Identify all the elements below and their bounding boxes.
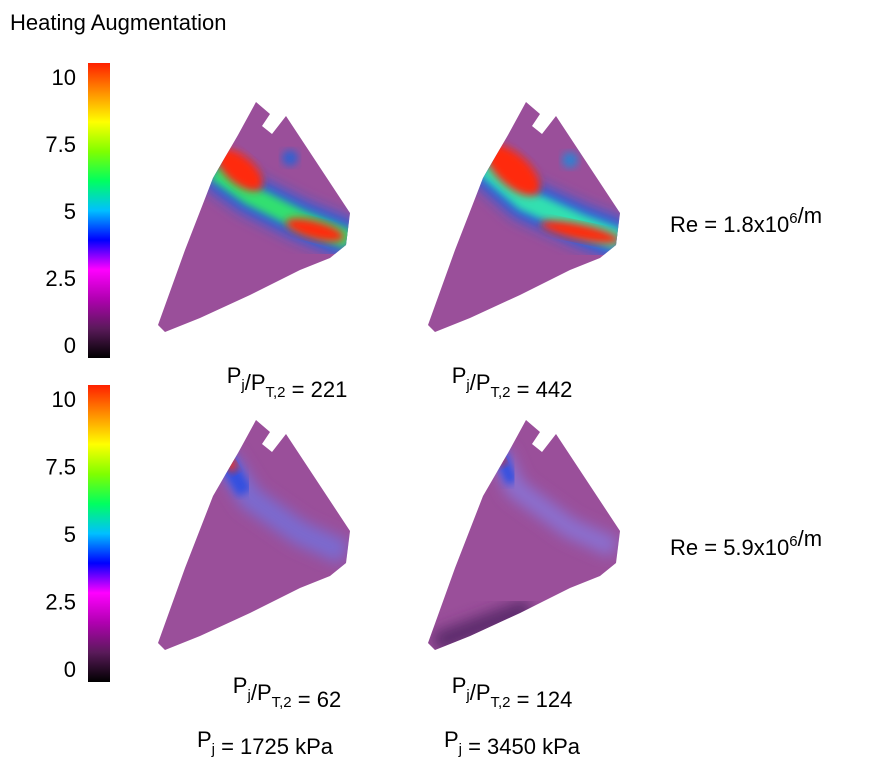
subscript: j	[240, 377, 244, 394]
colorbar	[88, 385, 110, 682]
title: Heating Augmentation	[10, 10, 227, 35]
label-part: = 1725 kPa	[215, 734, 334, 758]
label-part: = 124	[511, 687, 573, 712]
pressure-label: Pj = 1725 kPa	[197, 727, 334, 758]
label-part: P	[233, 673, 248, 698]
subscript: j	[458, 741, 462, 758]
colorbar-tick-label: 2.5	[45, 266, 76, 291]
colorbar-tick-label: 10	[52, 65, 76, 90]
label-part: = 221	[286, 377, 348, 402]
label-part: /m	[798, 526, 822, 551]
heat-map	[158, 102, 350, 332]
label-part: Re = 5.9x10	[670, 535, 789, 560]
label-part: = 62	[292, 687, 342, 712]
superscript: 6	[789, 210, 797, 227]
label-part: P	[452, 673, 467, 698]
heat-map	[428, 420, 620, 650]
superscript: 6	[789, 533, 797, 550]
label-part: P	[227, 363, 242, 388]
heat-map	[428, 102, 620, 332]
panel-label: Pj/PT,2 = 124	[452, 673, 573, 712]
label-part: = 442	[511, 377, 573, 402]
subscript: j	[465, 687, 469, 704]
label-part: = 3450 kPa	[462, 734, 581, 758]
heat-map	[158, 420, 350, 650]
colorbar-tick-label: 7.5	[45, 455, 76, 480]
subscript: T,2	[491, 384, 511, 401]
colorbar	[88, 63, 110, 358]
label-part: /P	[470, 680, 491, 705]
colorbar-tick-label: 5	[64, 199, 76, 224]
colorbar-tick-label: 2.5	[45, 590, 76, 615]
label-part: /P	[245, 370, 266, 395]
subscript: T,2	[266, 384, 286, 401]
re-label: Re = 1.8x106/m	[670, 203, 822, 237]
label-part: /P	[470, 370, 491, 395]
subscript: j	[246, 687, 250, 704]
label-part: P	[197, 727, 212, 752]
subscript: j	[465, 377, 469, 394]
panel-label: Pj/PT,2 = 62	[233, 673, 341, 712]
colorbar-tick-label: 0	[64, 333, 76, 358]
re-label: Re = 5.9x106/m	[670, 526, 822, 560]
label-part: P	[444, 727, 459, 752]
colorbar-tick-label: 0	[64, 657, 76, 682]
subscript: T,2	[272, 694, 292, 711]
panel-label: Pj/PT,2 = 221	[227, 363, 348, 402]
colorbar-tick-label: 7.5	[45, 132, 76, 157]
pressure-label: Pj = 3450 kPa	[444, 727, 581, 758]
colorbar-tick-label: 5	[64, 522, 76, 547]
subscript: j	[211, 741, 215, 758]
label-part: /P	[251, 680, 272, 705]
panel-label: Pj/PT,2 = 442	[452, 363, 573, 402]
label-part: Re = 1.8x10	[670, 212, 789, 237]
colorbar-tick-label: 10	[52, 387, 76, 412]
label-part: P	[452, 363, 467, 388]
subscript: T,2	[491, 694, 511, 711]
label-part: /m	[798, 203, 822, 228]
